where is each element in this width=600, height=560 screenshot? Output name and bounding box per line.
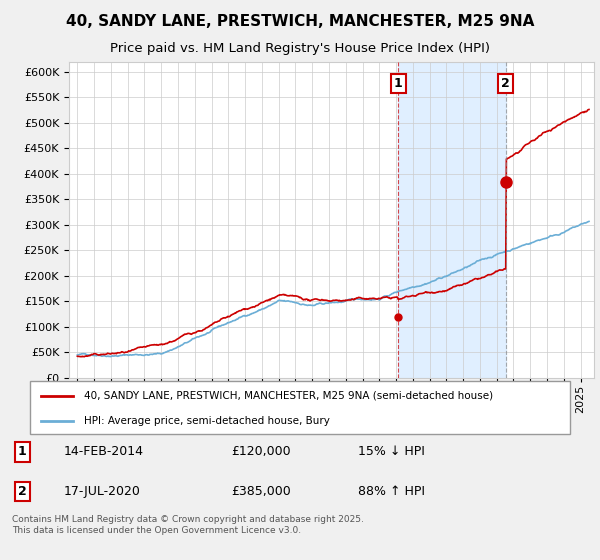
Text: Contains HM Land Registry data © Crown copyright and database right 2025.
This d: Contains HM Land Registry data © Crown c… [12, 515, 364, 535]
Text: 2: 2 [18, 485, 27, 498]
Text: 40, SANDY LANE, PRESTWICH, MANCHESTER, M25 9NA: 40, SANDY LANE, PRESTWICH, MANCHESTER, M… [66, 14, 534, 29]
Text: Price paid vs. HM Land Registry's House Price Index (HPI): Price paid vs. HM Land Registry's House … [110, 42, 490, 55]
Bar [398, 62, 506, 378]
Text: HPI: Average price, semi-detached house, Bury: HPI: Average price, semi-detached house,… [84, 416, 330, 426]
Text: 1: 1 [18, 445, 27, 459]
Text: 14-FEB-2014: 14-FEB-2014 [64, 445, 144, 459]
Text: 15% ↓ HPI: 15% ↓ HPI [358, 445, 424, 459]
Text: £120,000: £120,000 [231, 445, 290, 459]
Text: 2: 2 [502, 77, 510, 90]
Text: £385,000: £385,000 [231, 485, 290, 498]
Text: 17-JUL-2020: 17-JUL-2020 [64, 485, 141, 498]
Text: 40, SANDY LANE, PRESTWICH, MANCHESTER, M25 9NA (semi-detached house): 40, SANDY LANE, PRESTWICH, MANCHESTER, M… [84, 391, 493, 401]
Text: 88% ↑ HPI: 88% ↑ HPI [358, 485, 425, 498]
Text: 1: 1 [394, 77, 403, 90]
FancyBboxPatch shape [30, 381, 570, 434]
